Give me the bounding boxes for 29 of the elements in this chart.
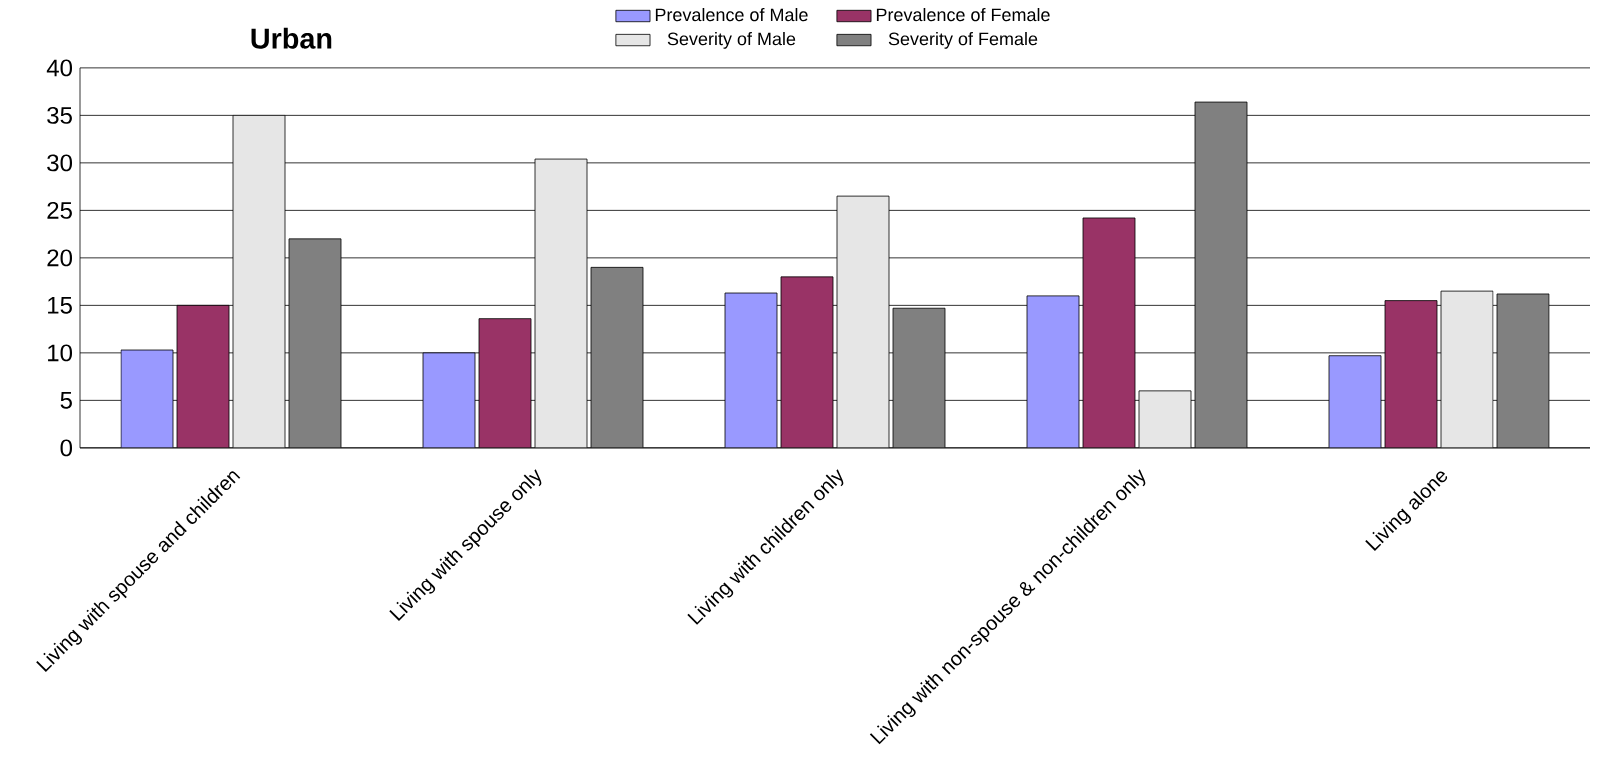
bar <box>1328 355 1382 448</box>
y-tick-label: 40 <box>46 59 73 77</box>
bar <box>422 352 476 448</box>
y-tick-label: 0 <box>60 439 73 457</box>
legend-label: Prevalence of Female <box>876 8 1050 22</box>
bar <box>1384 300 1438 448</box>
legend-label: Prevalence of Male <box>655 8 808 22</box>
bar <box>232 115 286 448</box>
y-tick-label: 5 <box>60 392 72 409</box>
bar <box>724 292 778 448</box>
y-tick-label: 10 <box>48 344 73 362</box>
y-tick-label: 30 <box>47 154 73 172</box>
bar <box>1082 217 1136 448</box>
bar <box>1026 295 1080 448</box>
legend-label: Severity of Male <box>667 32 796 49</box>
chart-title: Urban <box>251 27 332 49</box>
legend-label: Severity of Female <box>888 32 1038 49</box>
y-tick-label: 20 <box>47 249 73 267</box>
bar <box>1440 290 1494 448</box>
bar <box>1138 390 1192 448</box>
bar <box>534 158 588 448</box>
bar <box>176 305 230 448</box>
y-tick-label: 15 <box>48 297 72 314</box>
bar <box>478 318 532 448</box>
y-tick-label: 25 <box>47 201 72 219</box>
bar <box>780 276 834 448</box>
bar <box>120 349 174 448</box>
bar <box>836 195 890 448</box>
y-tick-label: 35 <box>47 106 72 124</box>
